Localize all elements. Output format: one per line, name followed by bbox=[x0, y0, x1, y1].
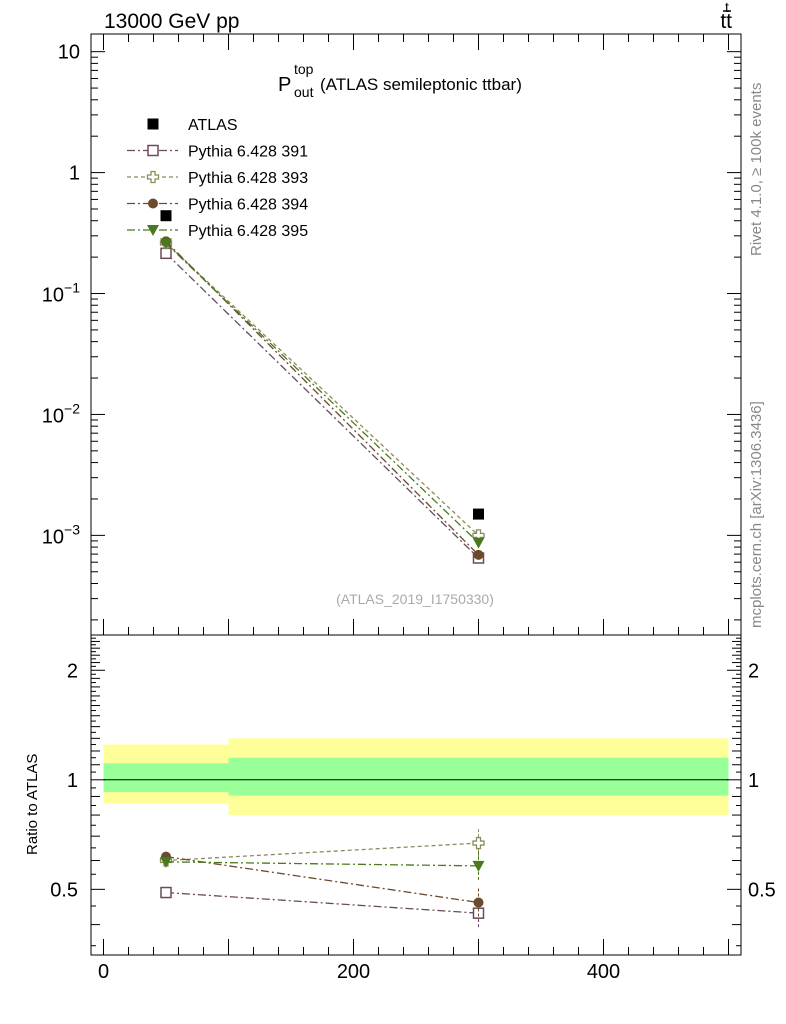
ratio-line-py395 bbox=[165, 861, 479, 867]
main-y-tick-label: 10−1 bbox=[42, 280, 80, 307]
data-point-py391 bbox=[160, 247, 172, 260]
svg-text:top: top bbox=[294, 61, 314, 77]
main-y-tick-label: 10 bbox=[58, 42, 80, 64]
legend-marker-py393 bbox=[146, 170, 160, 184]
ratio-y-tick-label: 0.5 bbox=[50, 879, 78, 901]
analysis-tag: (ATLAS_2019_I1750330) bbox=[336, 591, 494, 607]
series-line-py395 bbox=[165, 242, 479, 544]
data-point-py395 bbox=[472, 537, 485, 549]
legend-marker-py395 bbox=[147, 225, 159, 236]
plot-title: P top out (ATLAS semileptonic ttbar) bbox=[278, 61, 522, 100]
main-y-tick-label: 1 bbox=[69, 163, 80, 185]
ratio-y-tick-label-right: 1 bbox=[748, 770, 759, 792]
process-label-bar: t bbox=[725, 0, 729, 15]
legend-marker-py394 bbox=[148, 198, 158, 209]
main-y-tick-label: 10−3 bbox=[42, 521, 80, 548]
ratio-line-py391 bbox=[165, 891, 479, 914]
ratio-y-axis-label: Ratio to ATLAS bbox=[24, 754, 41, 855]
ratio-y-tick-label: 1 bbox=[67, 770, 78, 792]
collision-label: 13000 GeV pp bbox=[104, 10, 239, 33]
legend-label-py391: Pythia 6.428 391 bbox=[188, 144, 308, 161]
series-line-py393 bbox=[165, 242, 479, 536]
ratio-point-py395 bbox=[472, 860, 485, 872]
ratio-y-tick-label-right: 2 bbox=[748, 660, 759, 682]
ratio-line-py393 bbox=[165, 842, 479, 862]
legend-marker-py391 bbox=[147, 144, 159, 157]
ratio-point-py391 bbox=[472, 907, 485, 919]
legend-label-py395: Pythia 6.428 395 bbox=[188, 223, 308, 240]
process-label: tt bbox=[720, 10, 732, 33]
ratio-y-tick-label: 2 bbox=[67, 660, 78, 682]
legend-marker-data bbox=[147, 118, 159, 130]
ratio-y-tick-label-right: 0.5 bbox=[748, 879, 776, 901]
data-point-data bbox=[160, 210, 172, 222]
svg-text:P: P bbox=[278, 74, 291, 96]
x-tick-label: 0 bbox=[98, 961, 109, 983]
mcplots-label: mcplots.cern.ch [arXiv:1306.3436] bbox=[748, 401, 765, 628]
legend-label-data: ATLAS bbox=[188, 117, 238, 134]
data-point-py394 bbox=[473, 549, 484, 560]
ratio-line-py394 bbox=[165, 855, 479, 904]
rivet-version-label: Rivet 4.1.0, ≥ 100k events bbox=[748, 83, 765, 256]
svg-text:(ATLAS semileptonic ttbar): (ATLAS semileptonic ttbar) bbox=[320, 75, 522, 94]
legend-label-py393: Pythia 6.428 393 bbox=[188, 170, 308, 187]
x-tick-label: 400 bbox=[587, 961, 620, 983]
uncertainty-band-inner bbox=[228, 757, 729, 796]
ratio-panel-frame bbox=[90, 634, 742, 956]
ratio-point-py395 bbox=[160, 856, 172, 868]
svg-text:out: out bbox=[294, 84, 314, 100]
data-point-data bbox=[473, 508, 484, 520]
ratio-point-py391 bbox=[160, 886, 172, 899]
ratio-point-py393 bbox=[472, 836, 485, 850]
main-y-tick-label: 10−2 bbox=[42, 400, 80, 427]
uncertainty-band-inner bbox=[103, 763, 229, 793]
series-line-py391 bbox=[165, 252, 479, 559]
legend-label-py394: Pythia 6.428 394 bbox=[188, 197, 308, 214]
data-point-py395 bbox=[160, 238, 172, 250]
series-line-py394 bbox=[165, 240, 479, 556]
ratio-point-py394 bbox=[473, 897, 484, 908]
x-tick-label: 200 bbox=[337, 961, 370, 983]
